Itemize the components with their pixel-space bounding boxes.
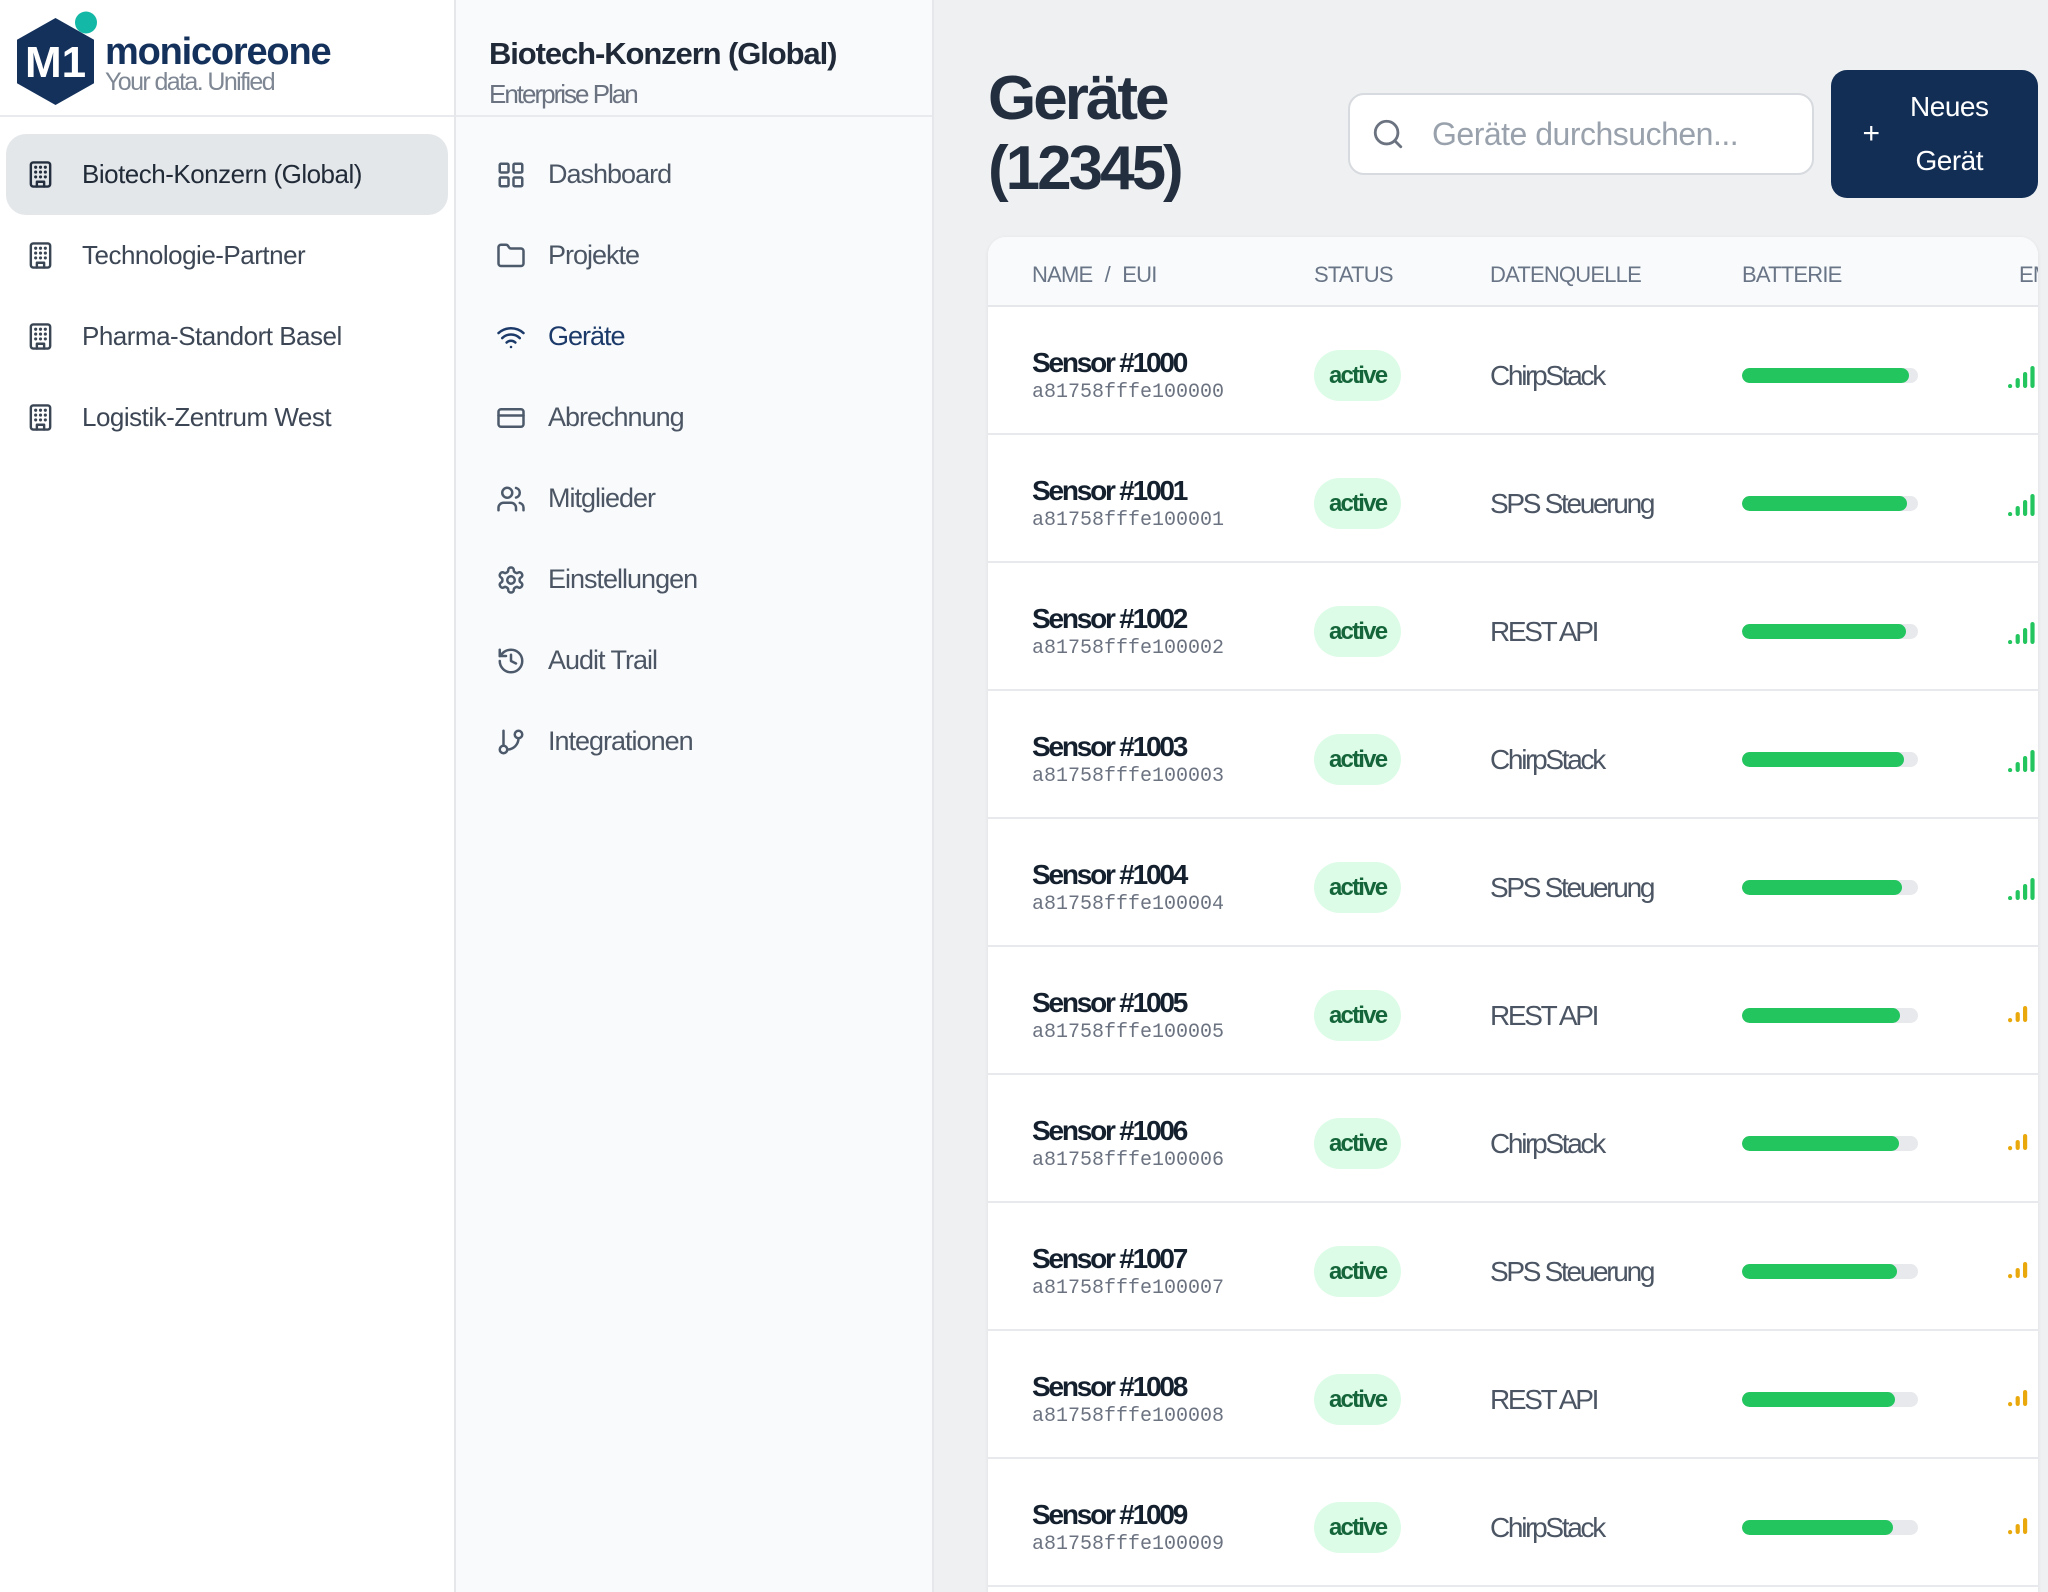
svg-text:M1: M1 bbox=[25, 38, 86, 87]
